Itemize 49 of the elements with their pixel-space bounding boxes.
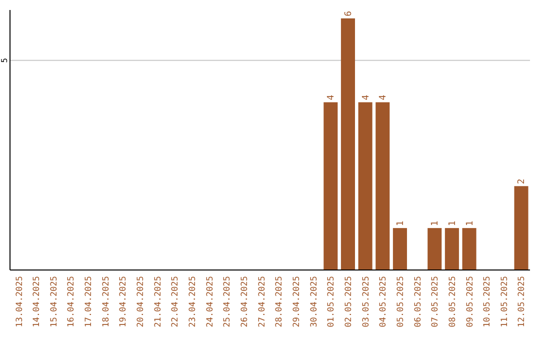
bar bbox=[514, 186, 528, 270]
data-label: 1 bbox=[448, 220, 458, 226]
x-tick-label: 19.04.2025 bbox=[118, 276, 129, 328]
x-tick-label: 03.05.2025 bbox=[361, 276, 372, 328]
x-tick-label: 13.04.2025 bbox=[14, 276, 25, 328]
data-label: 1 bbox=[396, 220, 406, 226]
x-tick-label: 11.05.2025 bbox=[500, 276, 510, 328]
x-tick-label: 16.04.2025 bbox=[66, 276, 77, 328]
data-label: 1 bbox=[430, 220, 441, 226]
x-tick-label: 29.04.2025 bbox=[292, 276, 302, 328]
data-label: 4 bbox=[378, 94, 389, 100]
x-tick-label: 02.05.2025 bbox=[344, 276, 354, 328]
x-tick-label: 09.05.2025 bbox=[465, 276, 476, 328]
bar bbox=[324, 102, 338, 270]
x-tick-label: 20.04.2025 bbox=[136, 276, 146, 328]
x-tick-label: 05.05.2025 bbox=[396, 276, 406, 328]
x-tick-label: 17.04.2025 bbox=[84, 276, 94, 328]
bar bbox=[462, 228, 476, 270]
bar bbox=[358, 102, 372, 270]
bar bbox=[340, 18, 355, 270]
x-tick-label: 14.04.2025 bbox=[32, 276, 42, 328]
x-tick-label: 08.05.2025 bbox=[448, 276, 458, 328]
x-tick-label: 24.04.2025 bbox=[205, 276, 216, 328]
x-tick-label: 04.05.2025 bbox=[378, 276, 389, 328]
bar bbox=[392, 228, 407, 270]
ref-line-label: 5 bbox=[0, 58, 9, 63]
data-label: 6 bbox=[344, 10, 354, 16]
x-tick-label: 30.04.2025 bbox=[309, 276, 320, 328]
x-tick-label: 21.04.2025 bbox=[153, 276, 164, 328]
x-tick-label: 12.05.2025 bbox=[517, 276, 528, 328]
x-tick-label: 26.04.2025 bbox=[240, 276, 250, 328]
x-tick-label: 06.05.2025 bbox=[413, 276, 424, 328]
x-tick-label: 07.05.2025 bbox=[430, 276, 441, 328]
x-tick-label: 28.04.2025 bbox=[274, 276, 285, 328]
data-label: 4 bbox=[326, 94, 337, 100]
data-label: 2 bbox=[517, 178, 528, 184]
bar bbox=[444, 228, 459, 270]
x-tick-label: 23.04.2025 bbox=[188, 276, 198, 328]
data-label: 4 bbox=[361, 94, 372, 100]
x-tick-label: 22.04.2025 bbox=[170, 276, 181, 328]
x-tick-label: 01.05.2025 bbox=[326, 276, 337, 328]
data-label: 1 bbox=[465, 220, 476, 226]
x-tick-label: 10.05.2025 bbox=[482, 276, 493, 328]
x-tick-label: 25.04.2025 bbox=[222, 276, 233, 328]
bar bbox=[428, 228, 442, 270]
x-tick-label: 18.04.2025 bbox=[101, 276, 112, 328]
x-tick-label: 27.04.2025 bbox=[257, 276, 268, 328]
x-tick-label: 15.04.2025 bbox=[49, 276, 60, 328]
bar bbox=[376, 102, 390, 270]
